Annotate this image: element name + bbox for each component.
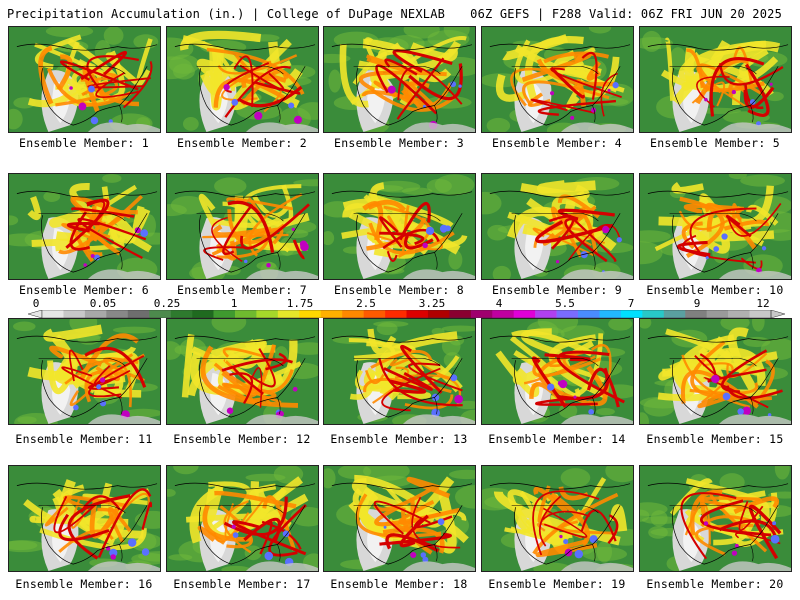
- ensemble-member-map: [8, 465, 161, 572]
- colorbar-segment: [578, 310, 600, 318]
- ensemble-member-label: Ensemble Member: 13: [330, 432, 468, 446]
- ensemble-member-label: Ensemble Member: 5: [649, 136, 781, 150]
- colorbar-segment: [492, 310, 514, 318]
- colorbar-segment: [513, 310, 536, 318]
- ensemble-member-label: Ensemble Member: 8: [333, 283, 465, 297]
- colorbar-tick-label: 7: [627, 297, 635, 310]
- colorbar-segment: [406, 310, 429, 318]
- ensemble-member-label: Ensemble Member: 15: [646, 432, 784, 446]
- ensemble-member-map: [8, 26, 161, 133]
- ensemble-member-label: Ensemble Member: 18: [330, 577, 468, 591]
- ensemble-member-map: [8, 318, 161, 425]
- colorbar-tick-label: 2.5: [356, 297, 376, 310]
- ensemble-member-label: Ensemble Member: 9: [491, 283, 623, 297]
- colorbar-tick-label: 0.25: [153, 297, 181, 310]
- ensemble-member-label: Ensemble Member: 6: [18, 283, 150, 297]
- ensemble-member-map: [323, 26, 476, 133]
- colorbar-segment: [342, 310, 364, 318]
- ensemble-member-label: Ensemble Member: 2: [176, 136, 308, 150]
- colorbar-segment: [449, 310, 472, 318]
- ensemble-member-label: Ensemble Member: 16: [15, 577, 153, 591]
- ensemble-member-map: [481, 465, 634, 572]
- colorbar-segment: [63, 310, 86, 318]
- ensemble-member-map: [639, 26, 792, 133]
- ensemble-member-map: [166, 318, 319, 425]
- colorbar-segment: [599, 310, 622, 318]
- colorbar-segment: [706, 310, 729, 318]
- colorbar-max-arrow: [770, 310, 785, 318]
- ensemble-member-label: Ensemble Member: 10: [646, 283, 784, 297]
- ensemble-member-map: [639, 318, 792, 425]
- ensemble-member-label: Ensemble Member: 17: [173, 577, 311, 591]
- colorbar-segment: [685, 310, 707, 318]
- colorbar-tick-label: 4: [495, 297, 503, 310]
- colorbar-segment: [749, 310, 772, 318]
- ensemble-member-map: [639, 173, 792, 280]
- colorbar-segment: [277, 310, 300, 318]
- colorbar-tick-labels: 0 0.05 0.25 1 1.75 2.5 3.25 4 5.5 7 9 12: [0, 297, 800, 310]
- ensemble-member-map: [8, 173, 161, 280]
- colorbar-segment: [427, 310, 450, 318]
- ensemble-member-map: [166, 173, 319, 280]
- colorbar-segment: [535, 310, 557, 318]
- colorbar-segment: [234, 310, 257, 318]
- ensemble-member-label: Ensemble Member: 14: [488, 432, 626, 446]
- ensemble-member-label: Ensemble Member: 19: [488, 577, 626, 591]
- colorbar-segment: [149, 310, 171, 318]
- colorbar-segment: [728, 310, 750, 318]
- product-title: Precipitation Accumulation (in.) | Colle…: [7, 7, 446, 21]
- colorbar-tick-label: 1: [230, 297, 238, 310]
- colorbar-segment: [620, 310, 643, 318]
- colorbar-tick-label: 0: [32, 297, 40, 310]
- precipitation-colorbar: [28, 310, 785, 318]
- colorbar-segment: [299, 310, 322, 318]
- ensemble-member-label: Ensemble Member: 3: [333, 136, 465, 150]
- ensemble-member-map: [481, 26, 634, 133]
- colorbar-segment: [256, 310, 279, 318]
- colorbar-segment: [663, 310, 686, 318]
- colorbar-segment: [363, 310, 386, 318]
- colorbar-segment: [170, 310, 193, 318]
- colorbar-tick-label: 0.05: [89, 297, 117, 310]
- ensemble-member-label: Ensemble Member: 12: [173, 432, 311, 446]
- ensemble-member-label: Ensemble Member: 20: [646, 577, 784, 591]
- colorbar-segment: [106, 310, 129, 318]
- ensemble-member-label: Ensemble Member: 4: [491, 136, 623, 150]
- colorbar-segment: [470, 310, 493, 318]
- ensemble-member-map: [639, 465, 792, 572]
- colorbar-segment: [42, 310, 64, 318]
- ensemble-member-map: [166, 465, 319, 572]
- colorbar-segment: [192, 310, 214, 318]
- ensemble-member-map: [323, 465, 476, 572]
- colorbar-segment: [385, 310, 407, 318]
- ensemble-member-label: Ensemble Member: 1: [18, 136, 150, 150]
- colorbar-segment: [320, 310, 343, 318]
- ensemble-member-map: [481, 173, 634, 280]
- colorbar-segment: [127, 310, 150, 318]
- colorbar-min-arrow: [28, 310, 43, 318]
- colorbar-tick-label: 1.75: [286, 297, 314, 310]
- colorbar-tick-label: 9: [693, 297, 701, 310]
- ensemble-member-map: [323, 318, 476, 425]
- ensemble-member-map: [323, 173, 476, 280]
- ensemble-member-map: [481, 318, 634, 425]
- ensemble-member-map: [166, 26, 319, 133]
- colorbar-segment: [84, 310, 107, 318]
- colorbar-segment: [642, 310, 665, 318]
- colorbar-segment: [213, 310, 236, 318]
- colorbar-tick-label: 12: [756, 297, 770, 310]
- colorbar-segment: [556, 310, 579, 318]
- colorbar-tick-label: 3.25: [418, 297, 446, 310]
- colorbar-tick-label: 5.5: [555, 297, 575, 310]
- run-info: 06Z GEFS | F288 Valid: 06Z FRI JUN 20 20…: [470, 7, 782, 21]
- ensemble-member-label: Ensemble Member: 11: [15, 432, 153, 446]
- ensemble-member-label: Ensemble Member: 7: [176, 283, 308, 297]
